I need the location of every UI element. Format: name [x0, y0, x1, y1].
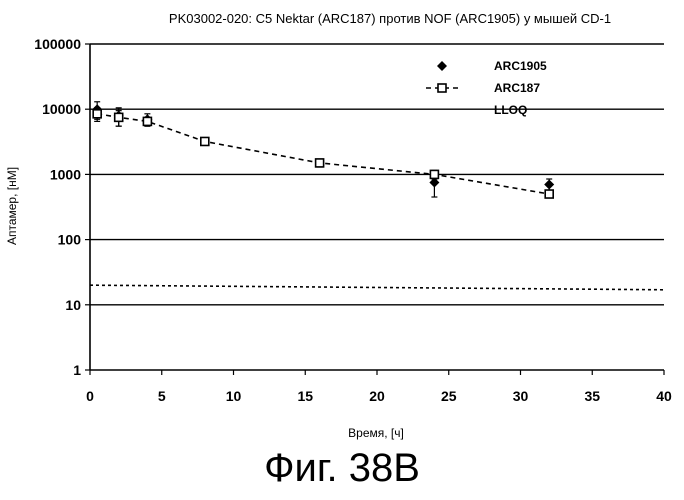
axes — [85, 44, 664, 375]
x-tick-label: 25 — [441, 388, 457, 404]
point-arc1905 — [544, 179, 554, 189]
figure-caption: Фиг. 38B — [0, 444, 684, 492]
series-line-lloq — [90, 285, 664, 290]
y-tick-labels: 1 10 100 1000 10000 100000 — [34, 36, 81, 378]
y-tick-label: 1 — [73, 362, 81, 378]
legend-label-arc187: ARC187 — [494, 81, 540, 95]
point-arc187 — [430, 170, 438, 178]
x-tick-label: 0 — [86, 388, 94, 404]
point-arc187 — [201, 137, 209, 145]
point-arc187 — [143, 117, 151, 125]
x-tick-label: 5 — [158, 388, 166, 404]
x-axis-label: Время, [ч] — [348, 426, 404, 440]
x-tick-label: 20 — [369, 388, 385, 404]
legend-label-arc1905: ARC1905 — [494, 59, 547, 73]
data-points — [92, 102, 554, 198]
grid-lines — [90, 44, 664, 305]
y-axis-label: Аптамер, [нМ] — [5, 167, 19, 245]
point-arc187 — [115, 113, 123, 121]
point-arc187 — [316, 159, 324, 167]
legend-label-lloq: LLOQ — [494, 103, 527, 117]
series-lines — [90, 114, 664, 290]
point-arc187 — [93, 110, 101, 118]
y-tick-label: 100000 — [34, 36, 81, 52]
y-tick-label: 100 — [58, 232, 82, 248]
series-line-arc187 — [97, 114, 549, 194]
x-tick-label: 40 — [656, 388, 672, 404]
chart-title: PK03002-020: C5 Nektar (ARC187) против N… — [169, 11, 611, 26]
x-tick-label: 30 — [513, 388, 529, 404]
x-tick-label: 10 — [226, 388, 242, 404]
legend: ARC1905 ARC187 LLOQ — [426, 59, 547, 117]
y-tick-label: 1000 — [50, 166, 81, 182]
legend-marker-arc187 — [438, 84, 446, 92]
x-tick-labels: 0 5 10 15 20 25 30 35 40 — [86, 388, 672, 404]
x-tick-label: 15 — [297, 388, 313, 404]
legend-marker-arc1905 — [437, 61, 447, 71]
y-tick-label: 10000 — [42, 101, 81, 117]
x-tick-label: 35 — [584, 388, 600, 404]
y-tick-label: 10 — [65, 297, 81, 313]
point-arc187 — [545, 190, 553, 198]
chart: PK03002-020: C5 Nektar (ARC187) против N… — [0, 0, 684, 440]
